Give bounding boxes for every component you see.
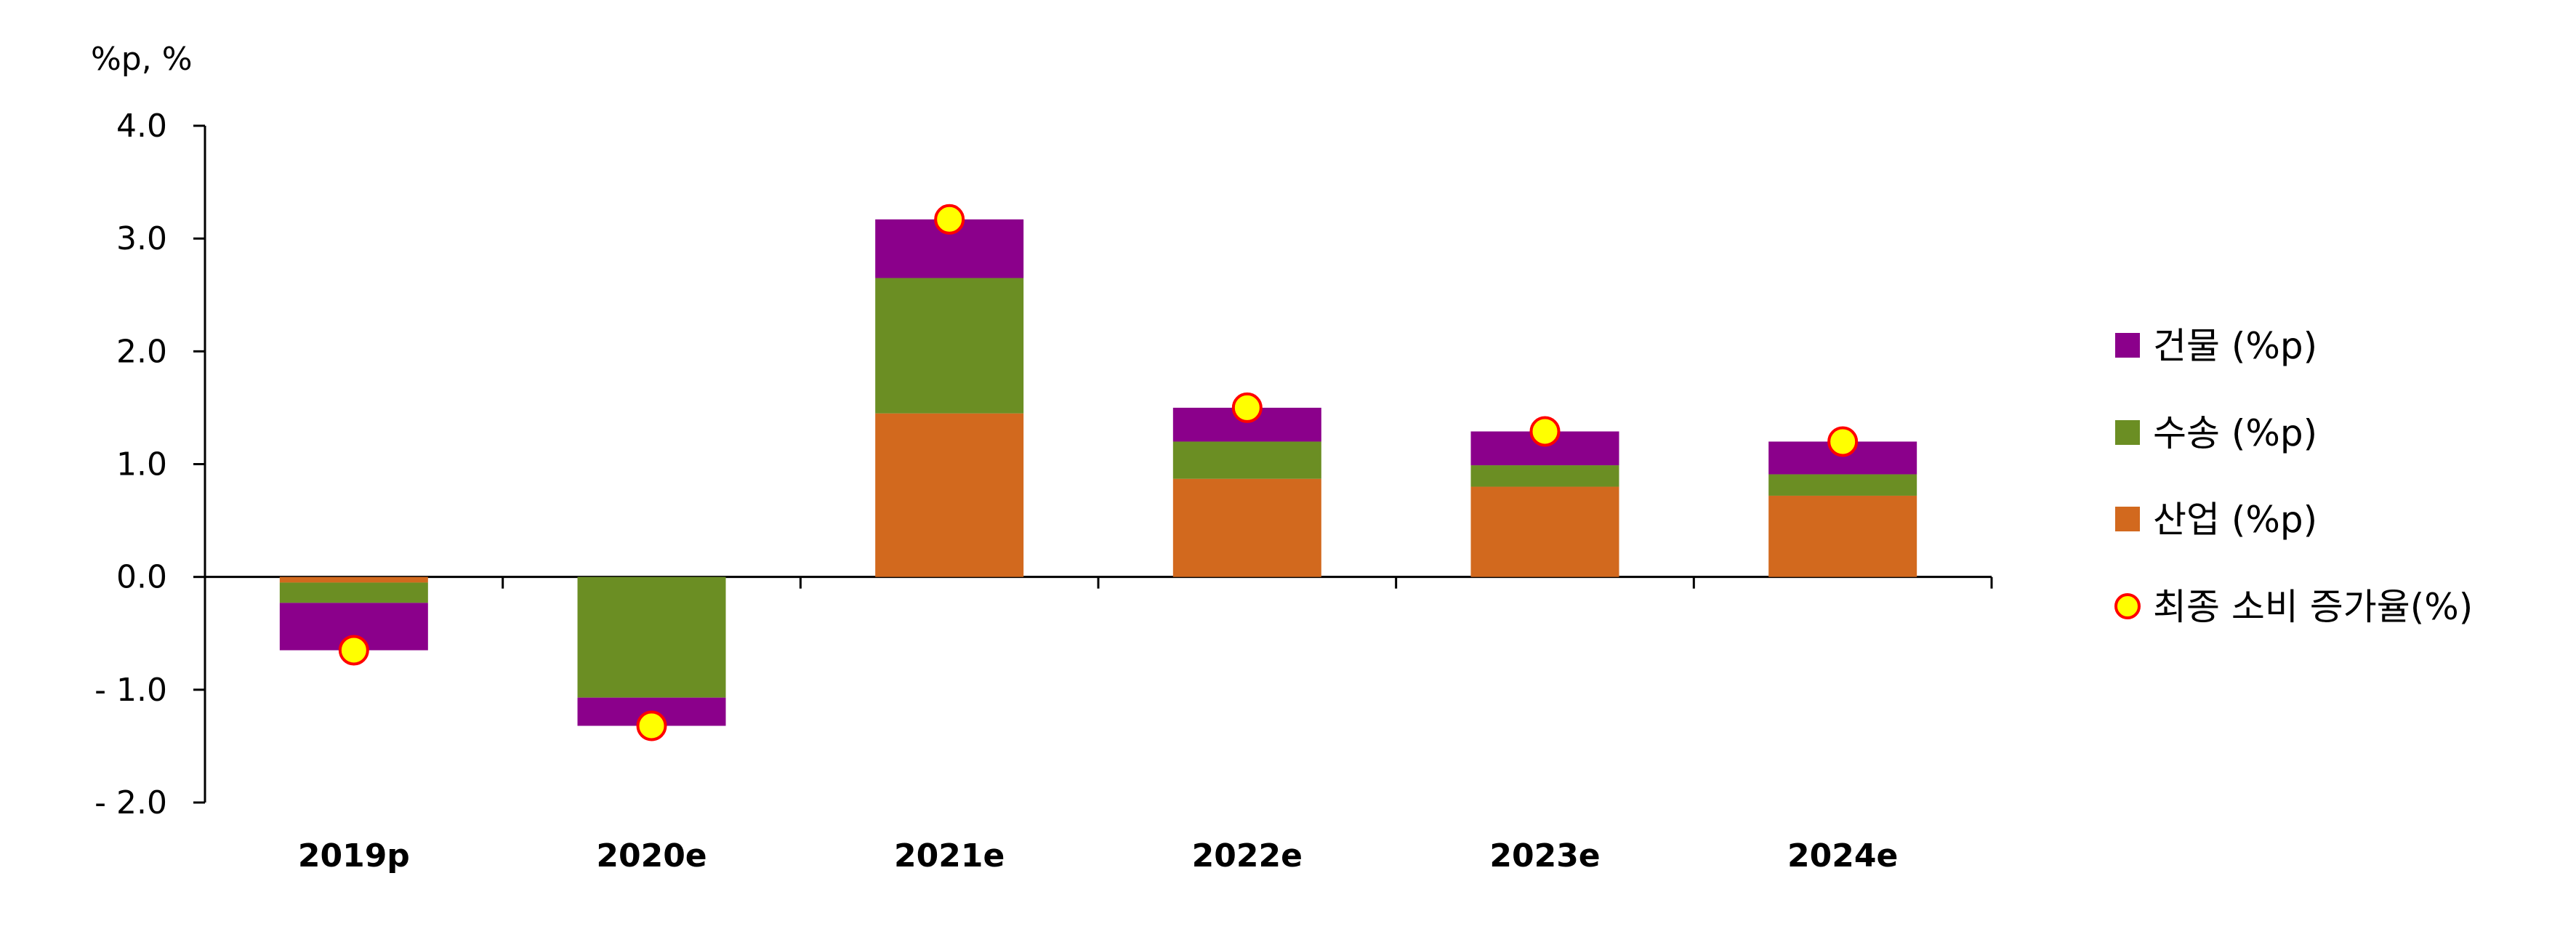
y-tick-label: 2.0 bbox=[116, 333, 167, 370]
y-tick-label: 1.0 bbox=[116, 446, 167, 483]
legend-swatch bbox=[2115, 333, 2140, 358]
x-tick-label: 2020e bbox=[596, 837, 707, 874]
x-tick-label: 2023e bbox=[1489, 837, 1600, 874]
bar-segment bbox=[1470, 465, 1619, 487]
bar-segment bbox=[1768, 474, 1917, 496]
line-point bbox=[1529, 416, 1561, 447]
bar-segment bbox=[1172, 478, 1321, 577]
bars bbox=[279, 219, 1917, 726]
legend-label: 수송 (%p) bbox=[2153, 412, 2317, 454]
legend-swatch bbox=[2115, 420, 2140, 445]
line-point bbox=[934, 204, 965, 235]
x-tick-label: 2021e bbox=[894, 837, 1005, 874]
y-tick-label: 3.0 bbox=[116, 220, 167, 257]
legend-marker bbox=[2114, 593, 2141, 619]
y-tick-label: 0.0 bbox=[116, 559, 167, 596]
y-tick-label: - 1.0 bbox=[94, 672, 167, 709]
bar-segment bbox=[1172, 441, 1321, 479]
x-tick-label: 2024e bbox=[1787, 837, 1898, 874]
markers bbox=[338, 204, 1859, 741]
x-tick-label: 2022e bbox=[1192, 837, 1303, 874]
legend-label: 산업 (%p) bbox=[2153, 499, 2317, 541]
legend: 건물 (%p) 수송 (%p) 산업 (%p) 최종 소비 증가율(%) bbox=[2114, 325, 2473, 628]
bar-segment bbox=[279, 582, 428, 603]
bar-segment bbox=[1470, 486, 1619, 577]
legend-swatch bbox=[2115, 507, 2140, 531]
legend-label: 건물 (%p) bbox=[2153, 325, 2317, 367]
unit-label: %p, % bbox=[91, 41, 193, 78]
y-tick-label: 4.0 bbox=[116, 108, 167, 145]
line-point bbox=[636, 710, 667, 741]
bar-segment bbox=[875, 278, 1024, 414]
bar-segment bbox=[577, 576, 726, 698]
axes: 4.0 3.0 2.0 1.0 0.0 - 1.0 - 2.0 2019p 2020e 2021e… bbox=[94, 108, 1993, 874]
line-point bbox=[1231, 392, 1263, 423]
bar-segment bbox=[1768, 495, 1917, 577]
x-tick-label: 2019p bbox=[298, 837, 410, 874]
legend-label: 최종 소비 증가율(%) bbox=[2153, 586, 2473, 628]
y-tick-label: - 2.0 bbox=[94, 784, 167, 821]
line-point bbox=[338, 635, 369, 666]
line-point bbox=[1827, 426, 1859, 457]
bar-segment bbox=[279, 576, 428, 583]
bar-segment bbox=[875, 413, 1024, 577]
